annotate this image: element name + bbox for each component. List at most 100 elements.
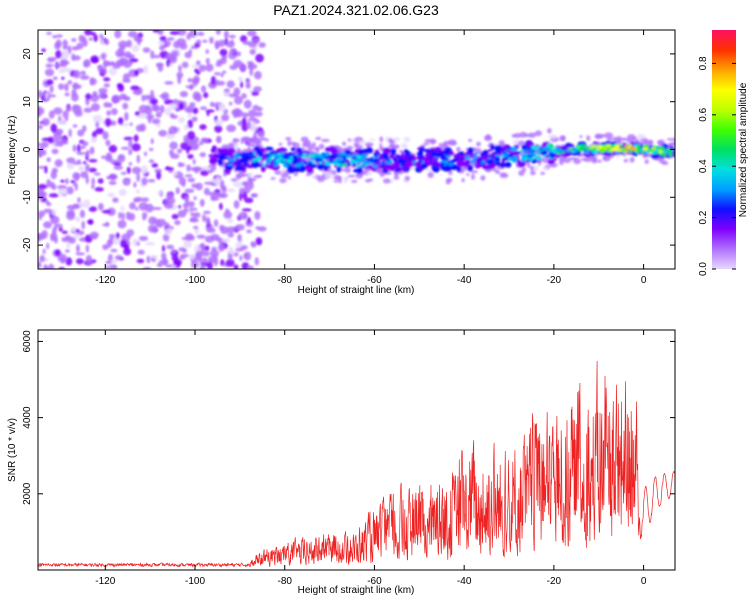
spectrogram-blob [594, 135, 600, 139]
spectrogram-blob [354, 161, 359, 164]
spectrogram-blob [530, 170, 536, 176]
spectrogram-blob [42, 248, 46, 255]
spectrogram-blob [449, 150, 454, 156]
spectrogram-blob [521, 166, 527, 173]
spectrogram-blob [105, 139, 111, 147]
spectrogram-blob [131, 166, 142, 175]
spectrogram-blob [196, 234, 206, 239]
spectrogram-blob [161, 252, 167, 260]
spectrogram-blob [146, 255, 151, 264]
spectrogram-blob [102, 223, 110, 227]
spectrogram-blob [230, 178, 238, 182]
spectrogram-blob [156, 123, 161, 128]
spectrogram-blob [171, 50, 179, 58]
spectrogram-blob [279, 157, 283, 161]
spectrogram-blob [461, 178, 465, 183]
spectrogram-blob [364, 160, 369, 164]
spectrogram-blob [386, 158, 391, 162]
spectrogram-blob [164, 167, 175, 171]
spectrogram-blob [114, 255, 123, 261]
spectrogram-blob [241, 154, 247, 158]
colorbar-tick-label: 0.6 [698, 107, 709, 121]
spectrogram-blob [627, 134, 636, 140]
spectrogram-blob [67, 45, 72, 54]
spectrogram-blob [55, 128, 64, 135]
spectrogram-blob [467, 164, 473, 172]
x-tick-label: 0 [641, 275, 647, 286]
spectrogram-blob [59, 138, 64, 142]
spectrogram-blob [50, 215, 60, 225]
spectrogram-blob [161, 245, 166, 253]
spectrogram-blob [241, 208, 252, 212]
spectrogram-blob [49, 85, 54, 93]
spectrogram-blob [345, 156, 351, 159]
spectrogram-blob [440, 162, 445, 166]
spectrogram-blob [88, 37, 93, 41]
spectrogram-blob [343, 156, 347, 162]
spectrogram-blob [228, 101, 233, 106]
spectrogram-blob [164, 55, 175, 60]
spectrogram-blob [531, 153, 537, 157]
spectrogram-blob [71, 46, 79, 51]
spectrogram-blob [401, 155, 408, 160]
spectrogram-blob [75, 258, 84, 265]
spectrogram-blob [233, 59, 243, 68]
spectrogram-blob [187, 77, 192, 83]
spectrogram-blob [88, 159, 98, 163]
spectrogram-blob [389, 160, 393, 165]
spectrogram-xlabel: Height of straight line (km) [298, 285, 415, 296]
spectrogram-blob [469, 159, 476, 164]
x-tick-label: -60 [367, 275, 382, 286]
spectrogram-blob [235, 166, 244, 171]
spectrogram-blob [561, 150, 565, 154]
spectrogram-blob [134, 69, 139, 76]
spectrogram-blob [481, 153, 486, 157]
spectrogram-blob [183, 239, 193, 249]
spectrogram-blob [239, 187, 245, 194]
spectrogram-blob [83, 60, 89, 68]
spectrogram-blob [242, 112, 249, 118]
spectrogram-blob [198, 141, 204, 146]
spectrogram-blob [523, 150, 528, 154]
spectrogram-blob [456, 165, 462, 173]
spectrogram-blob [141, 94, 146, 102]
x-tick-label: -20 [547, 576, 562, 587]
spectrogram-blob [178, 102, 185, 111]
spectrogram-blob [41, 48, 46, 53]
spectrogram-blob [168, 125, 179, 135]
spectrogram-blob [77, 129, 85, 137]
spectrogram-blob [246, 120, 252, 130]
spectrogram-blob [43, 208, 53, 214]
spectrogram-blob [108, 180, 117, 186]
spectrogram-blob [318, 143, 325, 150]
spectrogram-blob [591, 158, 598, 162]
spectrogram-blob [234, 142, 238, 150]
spectrogram-blob [448, 162, 454, 167]
spectrogram-blob [76, 244, 80, 253]
spectrogram-blob [247, 176, 251, 183]
spectrogram-blob [129, 202, 136, 210]
spectrogram-blob [235, 224, 245, 231]
spectrogram-blob [203, 210, 211, 215]
spectrogram-blob [118, 188, 127, 197]
spectrogram-blob [214, 189, 221, 193]
spectrogram-blob [561, 153, 569, 158]
spectrogram-blob [79, 75, 90, 80]
spectrogram-blob [248, 62, 253, 71]
spectrogram-blob [297, 153, 303, 156]
spectrogram-blob [125, 211, 131, 220]
spectrogram-blob [46, 157, 51, 163]
spectrogram-blob [474, 164, 481, 169]
spectrogram-blob [152, 105, 160, 112]
spectrogram-blob [326, 161, 331, 166]
spectrogram-blob [234, 153, 240, 157]
spectrogram-blob [252, 38, 260, 43]
spectrogram-blob [177, 75, 182, 85]
spectrogram-blob [323, 152, 330, 157]
spectrogram-blob [500, 172, 507, 177]
spectrogram-blob [50, 234, 54, 242]
spectrogram-blob [389, 155, 395, 159]
spectrogram-blob [540, 148, 547, 151]
y-tick-label: 10 [22, 96, 33, 108]
